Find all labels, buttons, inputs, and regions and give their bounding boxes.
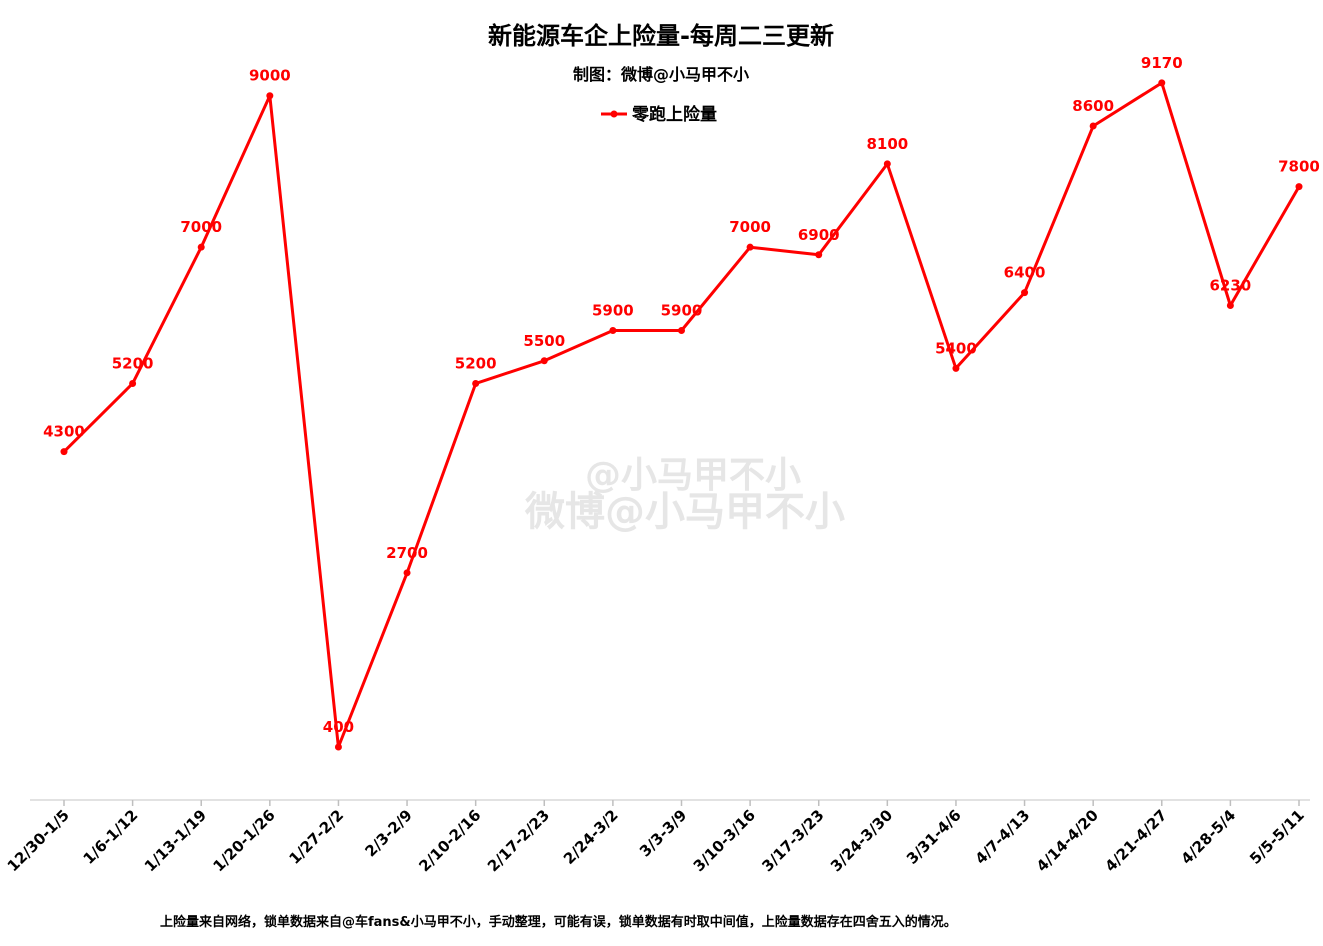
x-tick-label: 1/6-1/12 — [80, 806, 142, 868]
data-label: 2700 — [386, 544, 428, 562]
data-point — [609, 326, 617, 334]
footnote: 上险量来自网络，锁单数据来自@车fans&小马甲不小，手动整理，可能有误，锁单数… — [160, 914, 957, 930]
chart-subtitle: 制图：微博@小马甲不小 — [573, 65, 749, 84]
data-label: 8600 — [1072, 97, 1114, 115]
legend-marker — [610, 110, 618, 118]
legend: 零跑上险量 — [601, 104, 717, 125]
x-tick-label: 2/24-3/2 — [560, 806, 622, 868]
x-tick-label: 4/7-4/13 — [972, 806, 1034, 868]
data-label: 4300 — [43, 423, 85, 441]
data-label: 7800 — [1278, 158, 1320, 176]
data-label: 400 — [323, 718, 354, 736]
data-point — [60, 448, 68, 456]
data-point — [334, 743, 342, 751]
data-label: 5900 — [661, 301, 703, 319]
x-tick-label: 2/17-2/23 — [484, 806, 553, 875]
data-label: 6900 — [798, 226, 840, 244]
data-labels: 4300 5200 7000 9000 400 2700 5200 5500 5900 5900 7… — [43, 54, 1320, 736]
data-point — [129, 379, 137, 387]
x-tick-label: 1/13-1/19 — [141, 806, 210, 875]
x-tick-label: 5/5-5/11 — [1246, 806, 1308, 868]
data-point — [403, 569, 411, 577]
data-label: 5400 — [935, 339, 977, 357]
chart-title: 新能源车企上险量-每周二三更新 — [488, 22, 834, 50]
x-tick-label: 3/31-4/6 — [903, 806, 965, 868]
watermark: @小马甲不小 微博@小马甲不小 — [524, 455, 845, 535]
data-point — [883, 160, 891, 168]
data-label: 9170 — [1141, 54, 1183, 72]
x-tick-label: 4/14-4/20 — [1033, 806, 1102, 875]
x-tick-labels: 12/30-1/5 1/6-1/12 1/13-1/19 1/20-1/26 1/27-… — [4, 806, 1308, 875]
x-tick-label: 3/3-3/9 — [636, 806, 690, 860]
data-point — [197, 243, 205, 251]
data-point — [1295, 183, 1303, 191]
x-tick-label: 2/3-2/9 — [361, 806, 415, 860]
data-point — [1089, 122, 1097, 130]
x-tick-label: 3/17-3/23 — [758, 806, 827, 875]
x-tick-label: 1/20-1/26 — [209, 806, 278, 875]
x-tick-label: 12/30-1/5 — [4, 806, 73, 875]
data-label: 6400 — [1004, 264, 1046, 282]
data-point — [952, 364, 960, 372]
watermark-line2: 微博@小马甲不小 — [524, 489, 845, 535]
data-point — [1021, 289, 1029, 297]
data-label: 5900 — [592, 301, 634, 319]
data-point — [746, 243, 754, 251]
data-point — [1158, 79, 1166, 87]
data-point — [472, 379, 480, 387]
x-tick-label: 2/10-2/16 — [415, 806, 484, 875]
x-ticks — [63, 800, 1300, 806]
data-label: 5200 — [455, 354, 497, 372]
data-label: 5200 — [112, 354, 154, 372]
watermark-line1: @小马甲不小 — [585, 455, 801, 496]
data-label: 9000 — [249, 67, 291, 85]
data-point — [815, 251, 823, 259]
series-line — [62, 81, 1301, 749]
x-tick-label: 1/27-2/2 — [285, 806, 347, 868]
data-label: 7000 — [729, 218, 771, 236]
data-label: 8100 — [866, 135, 908, 153]
data-label: 7000 — [180, 218, 222, 236]
data-point — [1226, 301, 1234, 309]
x-tick-label: 4/21-4/27 — [1101, 806, 1170, 875]
x-tick-label: 3/10-3/16 — [690, 806, 759, 875]
legend-label: 零跑上险量 — [631, 104, 717, 125]
data-point — [678, 326, 685, 334]
data-point — [266, 92, 274, 100]
data-label: 6230 — [1210, 276, 1252, 294]
series-points — [60, 79, 1303, 751]
data-label: 5500 — [523, 332, 565, 350]
data-point — [540, 357, 548, 365]
x-tick-label: 3/24-3/30 — [827, 806, 896, 875]
x-tick-label: 4/28-5/4 — [1177, 806, 1239, 868]
